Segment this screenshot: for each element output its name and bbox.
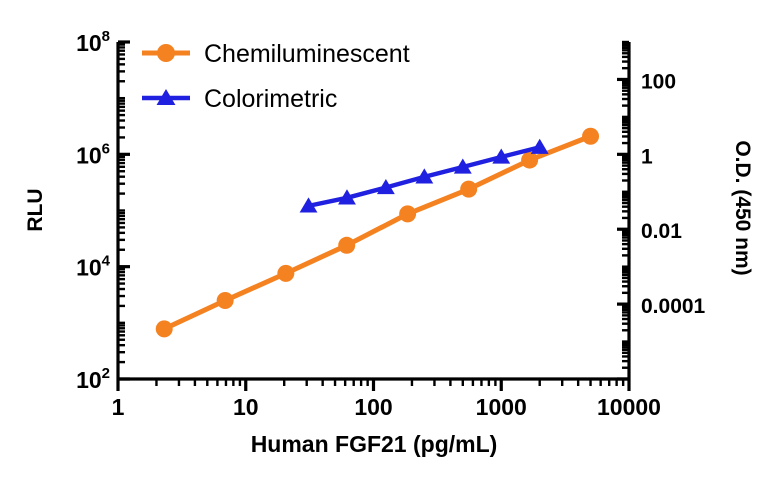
- data-point: [415, 168, 434, 184]
- x-axis-tick-labels: 1 10 100 1000 10000: [112, 394, 661, 420]
- series-colorimetric: [299, 138, 549, 213]
- data-point: [530, 138, 549, 154]
- x-axis-ticks: [116, 379, 631, 391]
- y-axis-tick-label: 102: [76, 365, 110, 393]
- x-axis-tick-label: 1000: [476, 394, 527, 420]
- data-point: [216, 291, 234, 309]
- x-axis-tick-label: 10: [233, 394, 259, 420]
- y2-axis-tick-label: 0.01: [641, 220, 682, 243]
- chart-legend: Chemiluminescent Colorimetric: [142, 40, 410, 113]
- data-point: [460, 180, 478, 198]
- data-point: [582, 127, 600, 145]
- data-point: [299, 197, 318, 213]
- series-line: [161, 133, 594, 332]
- data-series-layer: [155, 127, 600, 338]
- legend-marker-triangle: [156, 89, 176, 106]
- data-point: [453, 158, 472, 174]
- y2-axis-tick-label: 0.0001: [641, 295, 706, 318]
- x-axis-title: Human FGF21 (pg/mL): [251, 431, 498, 457]
- y-axis-right-tick-labels: 0.0001 0.01 1 100: [641, 70, 706, 318]
- y-axis-right-title: O.D. (450 nm): [731, 140, 754, 275]
- y2-axis-tick-label: 1: [641, 145, 653, 168]
- legend-label: Chemiluminescent: [204, 40, 410, 68]
- x-axis-tick-label: 10000: [597, 394, 661, 420]
- legend-label: Colorimetric: [204, 85, 337, 113]
- legend-item-chemiluminescent[interactable]: Chemiluminescent: [142, 40, 410, 68]
- y-axis-left-ticks: [118, 40, 130, 381]
- data-point: [376, 179, 395, 195]
- data-point: [492, 148, 511, 164]
- y-axis-right-ticks: [617, 40, 629, 381]
- legend-item-colorimetric[interactable]: Colorimetric: [142, 85, 337, 113]
- data-point: [277, 264, 295, 282]
- data-point: [155, 320, 173, 338]
- x-axis-tick-label: 1: [112, 394, 125, 420]
- data-point: [521, 151, 539, 169]
- y2-axis-tick-label: 100: [641, 70, 676, 93]
- y-axis-left-title: RLU: [24, 188, 47, 231]
- legend-marker-circle: [157, 44, 175, 62]
- y-axis-tick-label: 108: [76, 28, 110, 56]
- data-point: [338, 236, 356, 254]
- data-point: [338, 189, 356, 205]
- x-axis-tick-label: 100: [354, 394, 392, 420]
- data-point: [399, 205, 417, 223]
- series-chemiluminescent: [155, 127, 600, 338]
